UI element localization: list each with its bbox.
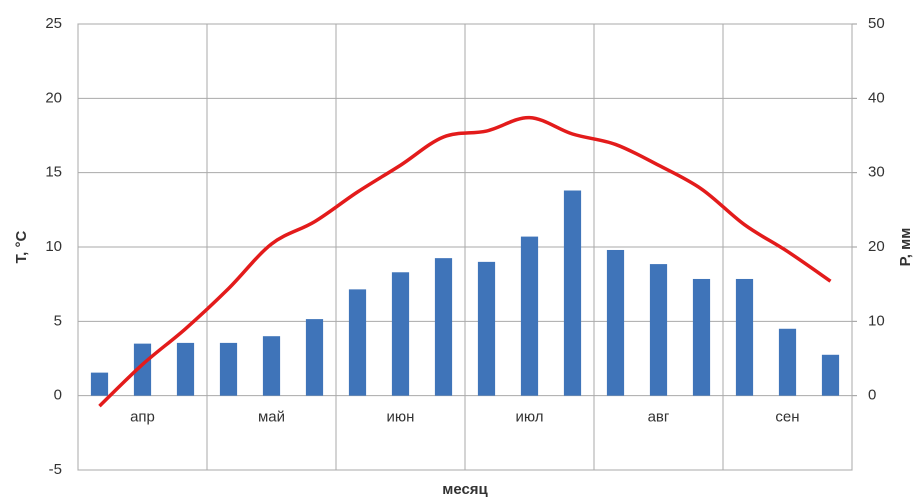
bar	[133, 343, 152, 396]
y-tick-label: 5	[54, 312, 62, 329]
bar	[692, 278, 711, 396]
y-tick-label: 15	[45, 164, 62, 181]
bar	[219, 342, 238, 396]
x-tick-label: май	[258, 409, 285, 426]
y2-tick-label: 30	[868, 164, 885, 181]
x-tick-label: сен	[775, 409, 799, 426]
bar	[520, 236, 539, 396]
y-tick-label: 20	[45, 89, 62, 106]
y2-tick-label: 10	[868, 312, 885, 329]
x-tick-label: июн	[387, 409, 415, 426]
x-tick-label: авг	[648, 409, 670, 426]
x-tick-label: июл	[515, 409, 543, 426]
y2-axis-title: P, мм	[897, 228, 914, 267]
bar	[477, 261, 496, 396]
y-axis-title: T, °C	[13, 231, 30, 264]
bar	[391, 272, 410, 396]
bar	[821, 354, 840, 396]
y2-tick-label: 50	[868, 15, 885, 32]
bar	[90, 372, 109, 396]
bar	[176, 342, 195, 396]
y-tick-label: 25	[45, 15, 62, 32]
y2-tick-label: 20	[868, 238, 885, 255]
bar	[434, 258, 453, 396]
y-tick-label: 10	[45, 238, 62, 255]
x-axis-title: месяц	[442, 481, 488, 498]
bar	[563, 190, 582, 396]
y-tick-label: 0	[54, 387, 62, 404]
bar	[348, 289, 367, 396]
bar	[735, 278, 754, 396]
bar	[778, 328, 797, 396]
x-tick-label: апр	[130, 409, 155, 426]
y-tick-label: -5	[49, 461, 62, 478]
y2-tick-label: 40	[868, 89, 885, 106]
y2-tick-label: 0	[868, 387, 876, 404]
bar	[305, 319, 324, 396]
bar	[649, 264, 668, 396]
bar	[262, 336, 281, 396]
bar	[606, 249, 625, 396]
temperature-line	[98, 115, 832, 408]
